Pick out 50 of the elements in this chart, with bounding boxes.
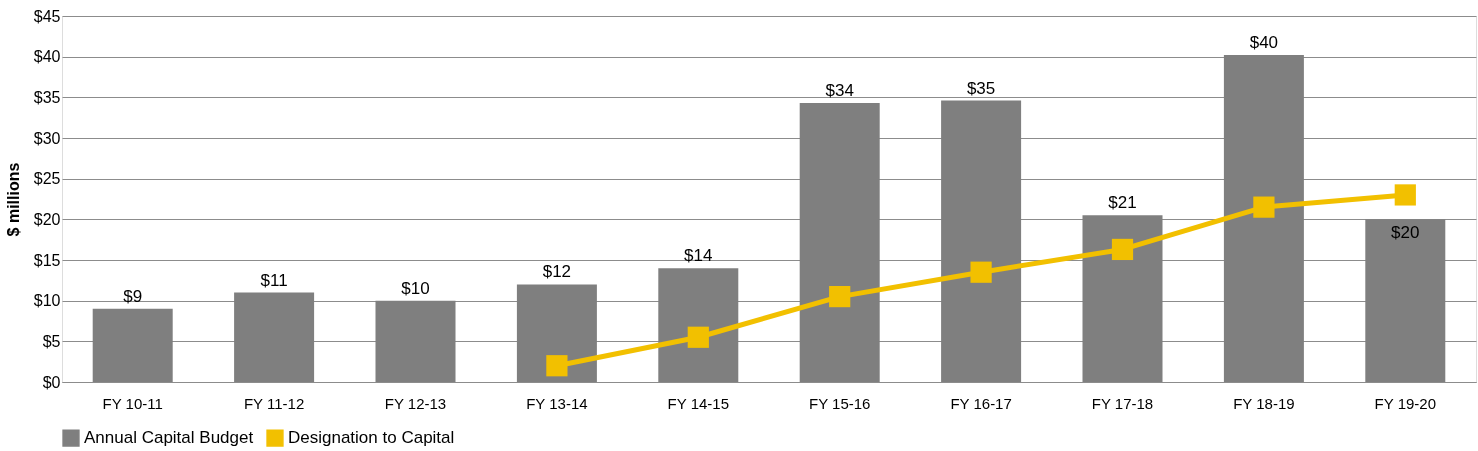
x-tick-label: FY 17-18 <box>1091 394 1154 412</box>
bar <box>92 308 173 382</box>
legend-label: Designation to Capital <box>288 428 455 448</box>
point <box>970 261 992 283</box>
point <box>1253 196 1275 218</box>
data-label: $14 <box>684 246 713 266</box>
y-tick-label: $10 <box>33 292 61 310</box>
y-tick-label: $0 <box>42 373 61 391</box>
data-label: $11 <box>260 270 288 290</box>
data-label: $40 <box>1249 33 1279 53</box>
bar <box>516 284 597 382</box>
y-tick-label: $45 <box>33 7 61 25</box>
x-tick-label: FY 19-20 <box>1374 394 1437 412</box>
y-tick-label: $40 <box>33 48 61 66</box>
point <box>546 355 568 377</box>
data-label: $35 <box>966 78 996 98</box>
x-tick-label: FY 14-15 <box>667 394 730 412</box>
point <box>829 285 851 308</box>
legend-label: Annual Capital Budget <box>84 428 254 448</box>
y-tick-label: $30 <box>33 129 61 147</box>
bar <box>234 292 315 382</box>
bar <box>799 103 880 382</box>
data-label: $12 <box>542 262 572 282</box>
y-tick-label: $5 <box>42 332 61 350</box>
x-tick-label: FY 12-13 <box>384 394 447 412</box>
y-tick-label: $20 <box>33 210 61 228</box>
y-axis-title: $ millions <box>4 162 22 237</box>
data-label: $21 <box>1108 193 1137 213</box>
data-label: $20 <box>1391 223 1420 243</box>
x-tick-label: FY 11-12 <box>243 394 305 412</box>
y-tick-label: $15 <box>33 251 61 269</box>
point <box>1111 238 1134 261</box>
bar <box>1365 219 1446 382</box>
x-tick-label: FY 13-14 <box>526 394 588 412</box>
bar <box>1082 215 1163 382</box>
x-tick-label: FY 10-11 <box>102 394 163 412</box>
bar <box>658 268 739 382</box>
x-tick-label: FY 15-16 <box>808 394 871 412</box>
y-tick-label: $35 <box>33 88 61 106</box>
bar <box>375 300 456 382</box>
data-label: $9 <box>123 286 143 306</box>
bar <box>1223 55 1304 382</box>
data-label: $34 <box>825 81 854 101</box>
point <box>1394 184 1416 206</box>
x-tick-label: FY 16-17 <box>950 394 1012 412</box>
point <box>687 326 709 348</box>
y-tick-label: $25 <box>33 170 61 188</box>
data-label: $10 <box>401 278 430 298</box>
x-tick-label: FY 18-19 <box>1233 394 1295 412</box>
bar <box>941 100 1022 382</box>
